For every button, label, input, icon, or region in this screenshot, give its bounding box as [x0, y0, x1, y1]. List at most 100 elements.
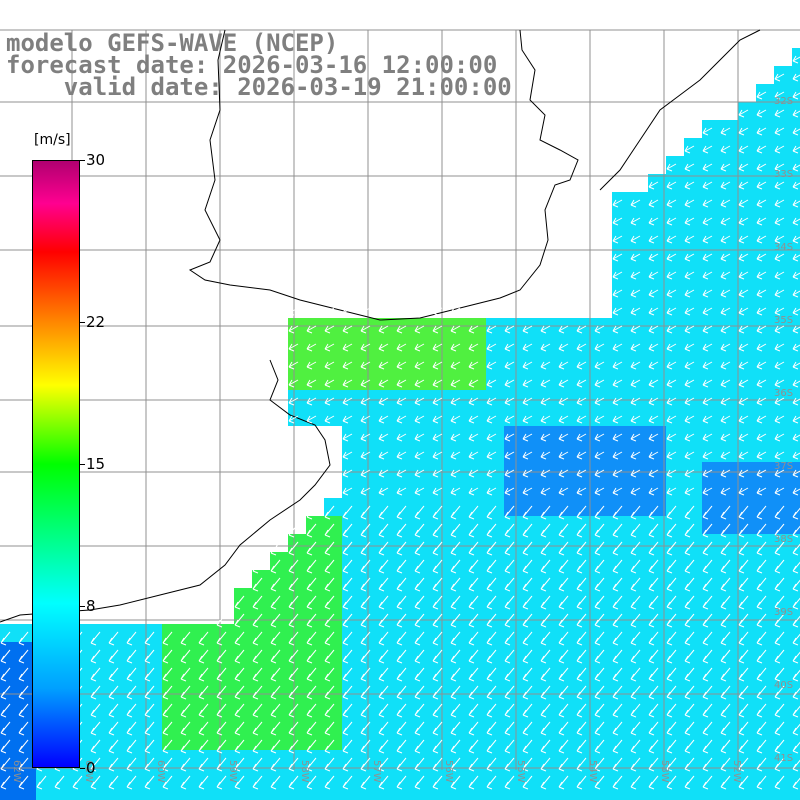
wind-arrow [540, 397, 551, 406]
wind-arrow [540, 703, 551, 718]
wind-arrow [720, 361, 731, 370]
wind-arrow [144, 649, 155, 664]
wind-arrow [720, 739, 731, 754]
wind-arrow [702, 271, 713, 280]
wind-arrow [342, 433, 353, 442]
wind-arrow [486, 649, 497, 664]
wind-arrow [306, 379, 317, 388]
wind-arrow [576, 775, 587, 790]
wind-arrow [414, 343, 425, 352]
wind-arrow [18, 757, 29, 772]
wind-arrow [594, 577, 605, 592]
wind-arrow [450, 415, 461, 424]
colorbar-tick-label: 22 [86, 313, 106, 332]
wind-arrow [684, 523, 695, 538]
wind-arrow [432, 721, 443, 736]
wind-cell [792, 66, 800, 84]
wind-arrow [630, 649, 641, 664]
wind-cell [180, 786, 198, 800]
wind-vectors [0, 55, 800, 790]
wind-arrow [288, 667, 299, 682]
wind-arrow [522, 595, 533, 610]
wind-arrow [720, 253, 731, 262]
wind-arrow [576, 595, 587, 610]
wind-arrow [756, 649, 767, 664]
wind-arrow [396, 559, 407, 574]
wind-arrow [324, 775, 335, 790]
wind-arrow [432, 739, 443, 754]
wind-arrow [702, 361, 713, 370]
wind-arrow [522, 703, 533, 718]
wind-arrow [450, 577, 461, 592]
wind-arrow [504, 469, 515, 478]
wind-arrow [756, 559, 767, 574]
wind-cell [792, 588, 800, 606]
wind-arrow [738, 721, 749, 736]
wind-arrow [612, 325, 623, 334]
wind-arrow [342, 343, 353, 352]
wind-arrow [522, 577, 533, 592]
wind-arrow [198, 721, 209, 736]
wind-arrow [666, 703, 677, 718]
wind-arrow [324, 631, 335, 646]
wind-arrow [324, 757, 335, 772]
wind-arrow [450, 433, 461, 442]
wind-arrow [792, 91, 800, 100]
wind-arrow [432, 523, 443, 538]
wind-arrow [468, 523, 479, 538]
wind-cell [558, 786, 576, 800]
wind-arrow [792, 759, 800, 772]
wind-arrow [324, 361, 335, 370]
wind-arrow [342, 613, 353, 628]
longitude-label: 59W [227, 760, 238, 783]
wind-arrow [702, 325, 713, 334]
wind-arrow [576, 559, 587, 574]
wind-arrow [792, 343, 800, 352]
wind-arrow [414, 775, 425, 790]
wind-arrow [414, 523, 425, 538]
wind-arrow [774, 451, 785, 460]
wind-arrow [666, 649, 677, 664]
wind-cell [414, 786, 432, 800]
wind-arrow [522, 685, 533, 700]
wind-arrow [378, 361, 389, 370]
wind-arrow [774, 523, 785, 538]
longitude-label: 53W [659, 760, 670, 783]
wind-arrow [666, 271, 677, 280]
wind-cell [792, 678, 800, 696]
wind-arrow [684, 199, 695, 208]
latitude-label: 41S [774, 753, 793, 764]
wind-arrow [450, 487, 461, 496]
wind-arrow [360, 631, 371, 646]
wind-arrow [540, 685, 551, 700]
wind-arrow [108, 775, 119, 790]
wind-arrow [54, 775, 65, 790]
wind-arrow [342, 631, 353, 646]
wind-cell [540, 786, 558, 800]
wind-arrow [792, 723, 800, 736]
wind-cell [504, 786, 522, 800]
wind-arrow [306, 343, 317, 352]
wind-arrow [648, 235, 659, 244]
wind-arrow [702, 433, 713, 442]
wind-arrow [702, 721, 713, 736]
wind-arrow [360, 577, 371, 592]
wind-cell [792, 246, 800, 264]
wind-arrow [342, 505, 353, 520]
wind-arrow [666, 577, 677, 592]
wind-arrow [558, 307, 569, 316]
wind-arrow [630, 757, 641, 772]
wind-arrow [720, 271, 731, 280]
wind-arrow [684, 163, 695, 172]
wind-arrow [540, 649, 551, 664]
wind-arrow [468, 739, 479, 754]
wind-arrow [702, 703, 713, 718]
wind-arrow [450, 721, 461, 736]
wind-arrow [216, 685, 227, 700]
wind-cell [72, 786, 90, 800]
wind-arrow [270, 703, 281, 718]
wind-arrow [198, 703, 209, 718]
wind-arrow [576, 379, 587, 388]
wind-arrow [414, 541, 425, 556]
wind-arrow [630, 415, 641, 424]
